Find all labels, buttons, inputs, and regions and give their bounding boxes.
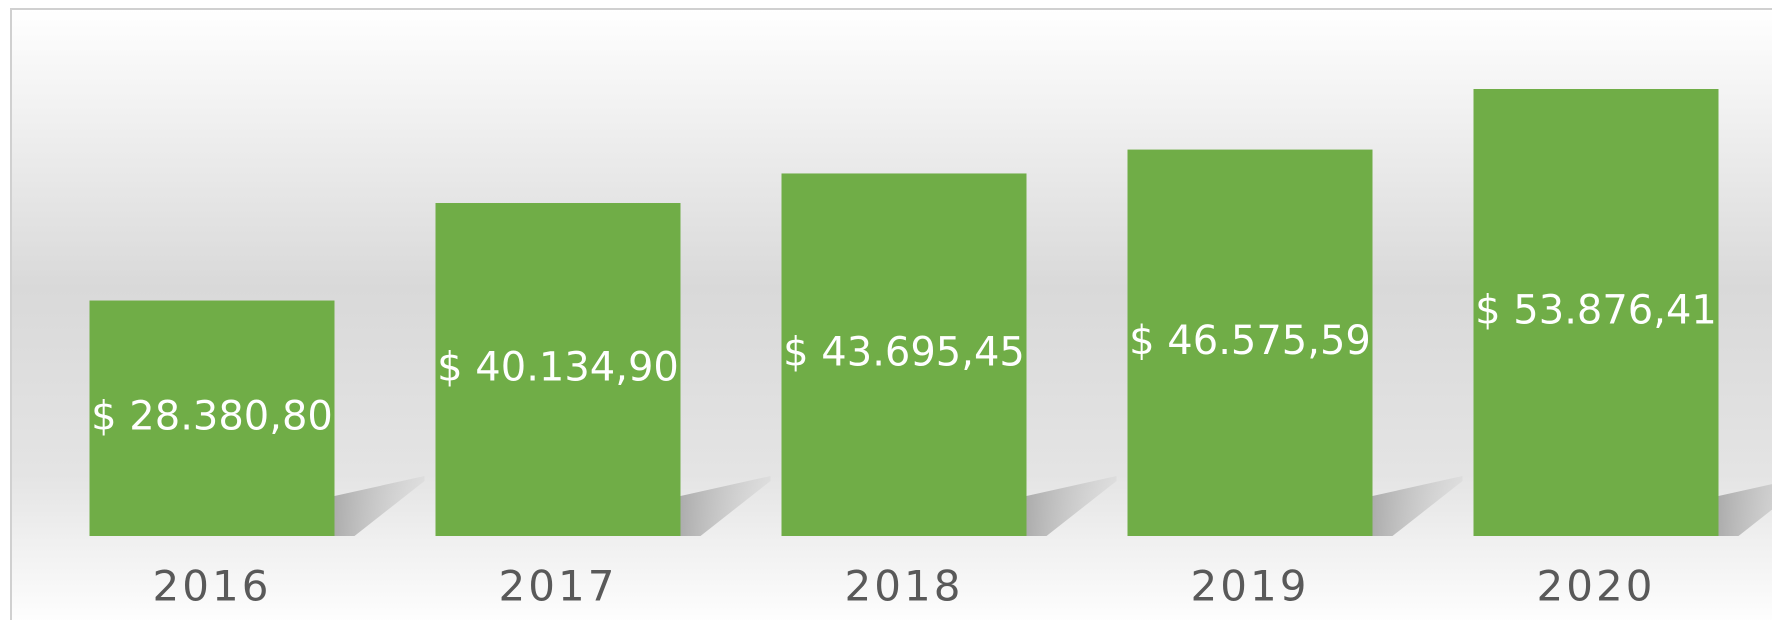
value-label: $ 40.134,90	[437, 345, 679, 391]
bar	[435, 203, 681, 536]
bar-shadow	[1026, 476, 1117, 536]
value-label: $ 43.695,45	[783, 330, 1025, 376]
value-label: $ 28.380,80	[91, 393, 333, 439]
x-tick-label: 2019	[1191, 562, 1310, 611]
bar-shadow	[334, 476, 425, 536]
bar	[781, 173, 1027, 536]
x-tick-label: 2017	[499, 562, 618, 611]
bar-shadow	[1372, 476, 1463, 536]
x-tick-label: 2020	[1537, 562, 1656, 611]
bar	[1473, 89, 1719, 536]
bar-shadow	[1718, 484, 1772, 536]
value-label: $ 46.575,59	[1129, 318, 1371, 364]
value-label: $ 53.876,41	[1475, 288, 1717, 334]
bar-shadow	[680, 476, 771, 536]
bar	[89, 300, 335, 536]
bar	[1127, 149, 1373, 537]
x-tick-label: 2018	[845, 562, 964, 611]
x-tick-label: 2016	[153, 562, 272, 611]
